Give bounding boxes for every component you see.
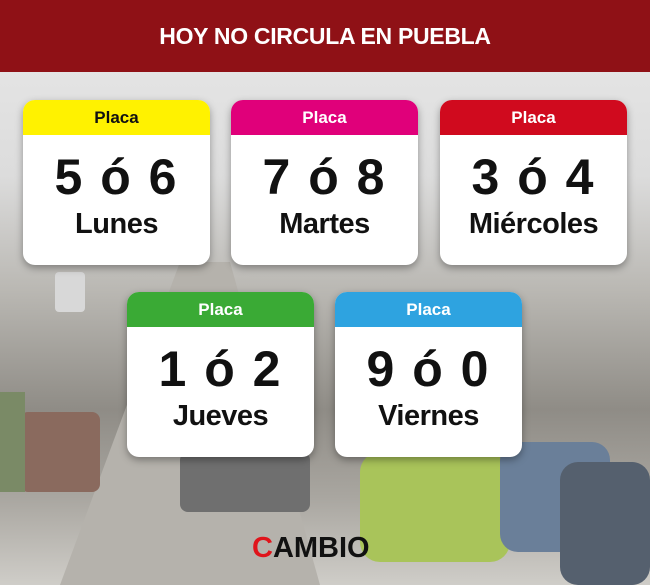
card-jueves: Placa 1 ó 2 Jueves [127,292,314,457]
plate-numbers: 7 ó 8 [262,149,387,205]
card-label: Placa [127,292,314,327]
card-label: Placa [440,100,627,135]
card-label: Placa [231,100,418,135]
plate-numbers: 9 ó 0 [366,341,491,397]
page-title: HOY NO CIRCULA EN PUEBLA [159,22,491,49]
card-miercoles: Placa 3 ó 4 Miércoles [440,100,627,265]
day-name: Jueves [172,400,269,432]
plate-numbers: 5 ó 6 [54,149,179,205]
header-banner: HOY NO CIRCULA EN PUEBLA [0,0,650,72]
cambio-logo: CAMBIO [252,532,370,565]
logo-text: AMBIO [272,532,370,564]
day-name: Miércoles [468,208,599,240]
card-viernes: Placa 9 ó 0 Viernes [335,292,522,457]
card-martes: Placa 7 ó 8 Martes [231,100,418,265]
card-label: Placa [23,100,210,135]
card-lunes: Placa 5 ó 6 Lunes [23,100,210,265]
day-name: Lunes [75,208,158,240]
day-name: Viernes [378,400,479,432]
plate-numbers: 1 ó 2 [158,341,283,397]
day-name: Martes [279,208,370,240]
logo-letter-c: C [252,532,273,564]
plate-numbers: 3 ó 4 [471,149,596,205]
card-label: Placa [335,292,522,327]
